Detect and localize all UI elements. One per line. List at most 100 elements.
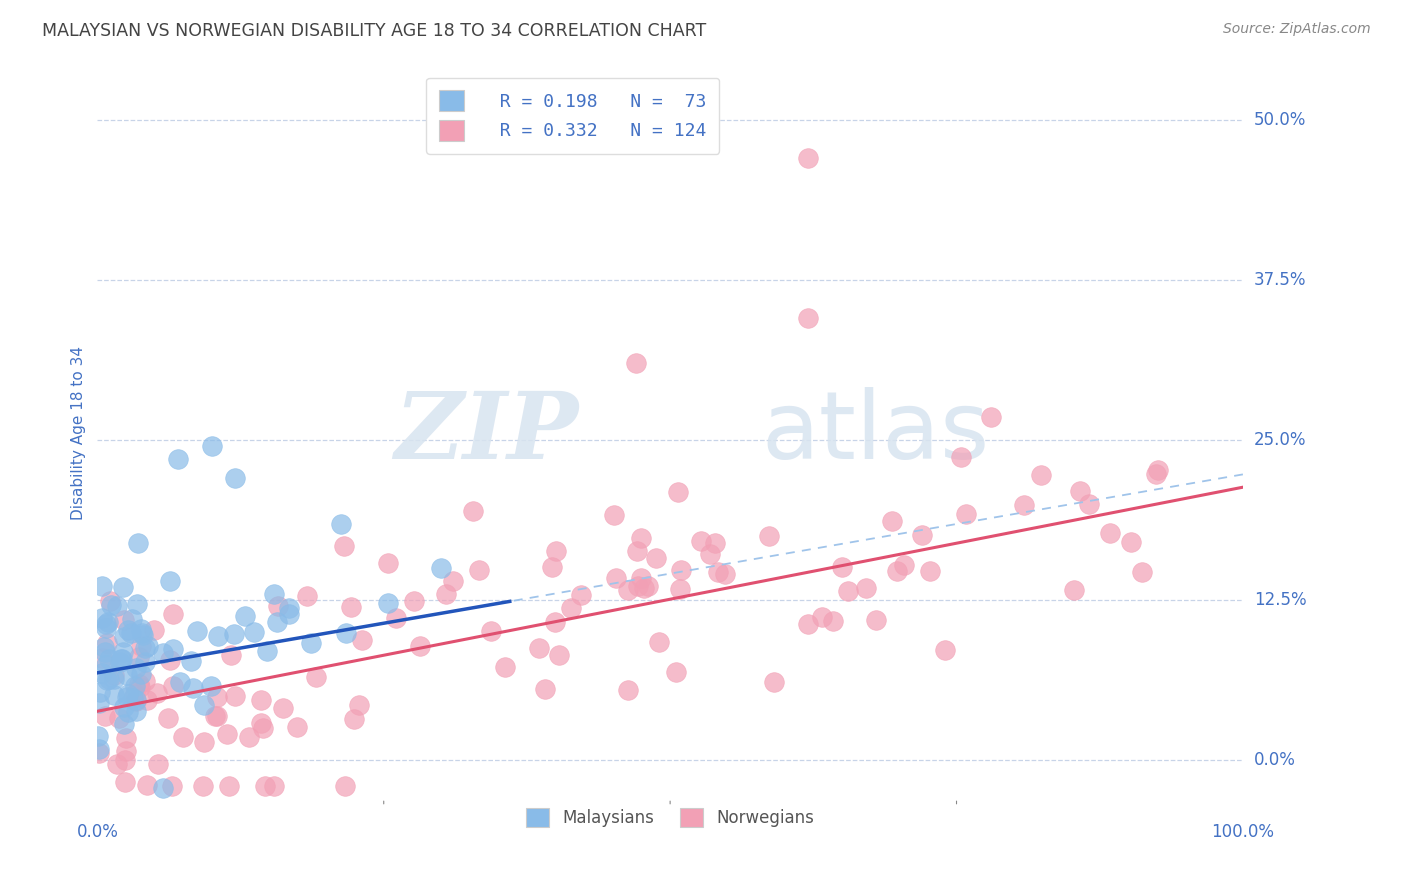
Point (207, 709, 229, 723)
Text: 12.5%: 12.5% (1254, 591, 1306, 609)
Point (569, 588, 592, 602)
Point (463, 504, 485, 518)
Point (180, 654, 202, 668)
Point (128, 649, 150, 664)
Point (110, 655, 132, 669)
Legend: Malaysians, Norwegians: Malaysians, Norwegians (519, 801, 821, 834)
Point (131, 667, 153, 681)
Point (329, 516, 352, 531)
Point (955, 507, 977, 521)
Point (263, 779, 285, 793)
Point (97, 615, 120, 629)
Point (146, 757, 169, 772)
Point (224, 690, 246, 704)
Point (114, 775, 136, 789)
Point (305, 670, 328, 684)
Point (714, 567, 737, 582)
Point (479, 624, 502, 638)
Point (301, 636, 323, 650)
Point (271, 700, 294, 714)
Point (200, 679, 222, 693)
Point (136, 693, 159, 707)
Point (117, 624, 139, 638)
Point (352, 632, 374, 647)
Point (121, 612, 143, 626)
Point (267, 599, 290, 613)
Point (256, 644, 278, 658)
Point (91, 651, 114, 665)
Point (758, 529, 780, 543)
Text: 25.0%: 25.0% (1254, 431, 1306, 449)
Point (605, 571, 627, 585)
Point (332, 539, 354, 553)
Point (124, 693, 146, 707)
Point (162, 642, 184, 657)
Point (235, 609, 257, 624)
Point (647, 635, 669, 649)
Point (172, 730, 194, 744)
Point (105, 756, 128, 771)
Point (193, 698, 215, 712)
Text: ZIP: ZIP (394, 388, 578, 478)
Point (160, 779, 183, 793)
Point (129, 623, 152, 637)
Point (105, 599, 128, 613)
Point (94, 644, 117, 658)
Point (1069, 484, 1091, 499)
Point (343, 712, 366, 726)
Point (285, 720, 308, 734)
Point (94, 708, 117, 723)
Point (159, 574, 181, 588)
Text: 100.0%: 100.0% (1212, 823, 1274, 841)
Point (707, 565, 730, 579)
Point (541, 559, 564, 574)
Point (797, 617, 820, 632)
Point (934, 642, 956, 657)
Point (121, 690, 143, 705)
Point (250, 715, 273, 730)
Point (763, 674, 786, 689)
Point (434, 587, 457, 601)
Point (252, 722, 274, 736)
Point (950, 450, 973, 464)
Point (146, 686, 169, 700)
Point (159, 652, 181, 666)
Point (920, 564, 942, 578)
Point (494, 659, 516, 673)
Point (125, 694, 148, 708)
Point (97, 672, 120, 686)
Point (1098, 525, 1121, 540)
Point (796, 311, 818, 326)
Point (546, 544, 568, 558)
Point (98, 594, 121, 608)
Point (669, 582, 692, 596)
Point (117, 687, 139, 701)
Point (295, 589, 318, 603)
Point (266, 615, 288, 629)
Point (152, 646, 174, 660)
Point (624, 356, 647, 370)
Point (94, 617, 117, 632)
Point (690, 534, 713, 549)
Point (193, 779, 215, 793)
Point (616, 582, 638, 597)
Point (666, 485, 689, 500)
Point (125, 704, 148, 718)
Point (115, 668, 138, 682)
Point (704, 536, 727, 550)
Point (831, 560, 853, 574)
Point (181, 681, 204, 695)
Point (127, 598, 149, 612)
Point (103, 673, 125, 687)
Point (136, 639, 159, 653)
Point (880, 514, 903, 528)
Point (124, 687, 146, 701)
Point (627, 579, 650, 593)
Point (166, 452, 188, 467)
Point (90, 611, 112, 625)
Point (186, 624, 208, 638)
Point (94, 621, 117, 635)
Point (169, 675, 191, 690)
Point (665, 665, 688, 679)
Point (633, 581, 655, 595)
